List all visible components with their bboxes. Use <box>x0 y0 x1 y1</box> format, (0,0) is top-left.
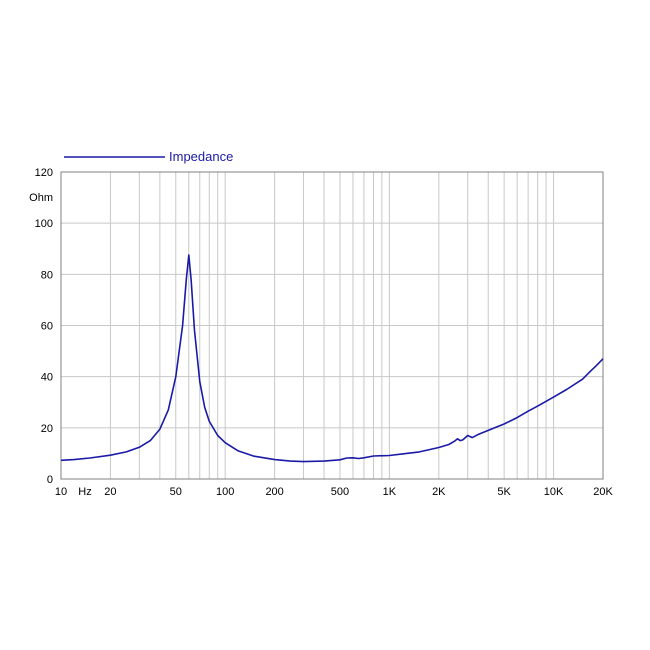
plot-area <box>60 171 604 480</box>
x-tick-label: 100 <box>216 486 234 498</box>
y-tick-label: 80 <box>41 269 53 281</box>
x-tick-label: 50 <box>170 486 182 498</box>
y-axis-unit-label: Ohm <box>29 192 53 204</box>
legend-label: Impedance <box>169 149 233 164</box>
y-tick-label: 0 <box>47 474 53 486</box>
x-tick-label: 200 <box>265 486 283 498</box>
y-tick-label: 100 <box>35 218 53 230</box>
x-tick-label: 5K <box>497 486 511 498</box>
grid <box>61 172 603 479</box>
x-tick-label: 500 <box>331 486 349 498</box>
legend: Impedance <box>64 149 233 164</box>
impedance-line <box>60 254 604 463</box>
series-group <box>60 254 604 463</box>
y-axis-ticks: 0 20 40 60 80 100 120 <box>35 167 53 486</box>
y-tick-label: 60 <box>41 321 53 333</box>
x-tick-label: 2K <box>432 486 446 498</box>
x-tick-label: 20K <box>593 486 613 498</box>
x-axis-ticks: 10 20 50 100 200 500 1K 2K 5K 10K 20K <box>55 486 614 498</box>
x-tick-label: 10 <box>55 486 67 498</box>
x-axis-unit-label: Hz <box>78 486 91 498</box>
y-tick-label: 20 <box>41 423 53 435</box>
x-tick-label: 20 <box>104 486 116 498</box>
x-tick-label: 1K <box>383 486 397 498</box>
x-tick-label: 10K <box>544 486 564 498</box>
y-tick-label: 120 <box>35 167 53 179</box>
y-tick-label: 40 <box>41 372 53 384</box>
